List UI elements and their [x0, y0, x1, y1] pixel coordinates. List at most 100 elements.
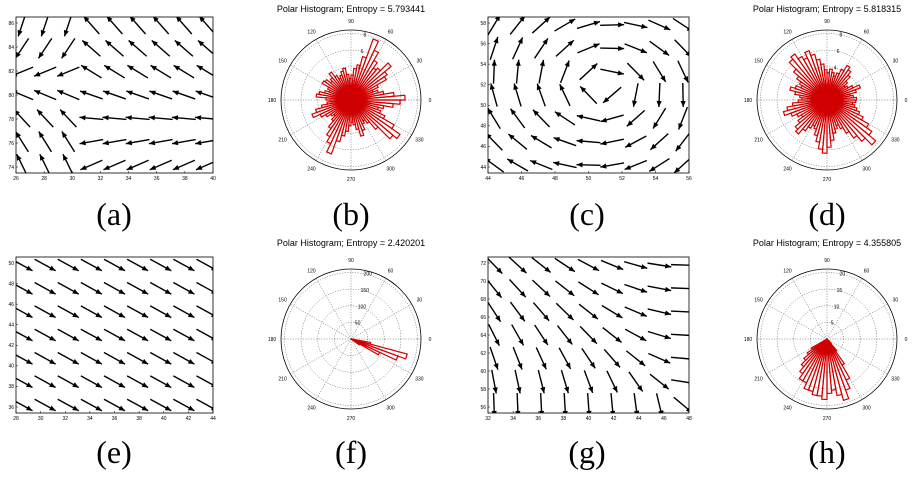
vector-arrow-head	[519, 314, 525, 322]
vector-arrow-head	[688, 265, 689, 268]
x-tick-label: 46	[519, 176, 525, 182]
polar-title: Polar Histogram; Entropy = 4.355805	[753, 238, 901, 248]
x-tick-label: 34	[126, 176, 132, 182]
vector-arrow-head	[638, 74, 645, 81]
vector-arrow-head	[590, 337, 597, 344]
vector-arrow-head	[543, 17, 551, 23]
vector-arrow-head	[104, 65, 111, 71]
vector-arrow-head	[63, 29, 69, 37]
y-tick-label: 42	[8, 343, 14, 349]
vector-arrow-head	[95, 288, 102, 295]
vector-arrow-head	[57, 71, 64, 77]
vector-arrow-head	[62, 154, 68, 161]
vector-arrow-head	[95, 405, 102, 411]
x-tick-label: 44	[210, 416, 216, 422]
vector-arrow-head	[688, 358, 689, 362]
vector-arrow-head	[638, 360, 646, 366]
vector-arrow	[670, 333, 689, 337]
angle-tick-label: 240	[783, 405, 792, 411]
vector-arrow-head	[566, 338, 573, 345]
x-tick-label: 32	[98, 176, 104, 182]
radial-tick-label: 150	[361, 288, 370, 294]
polar-outer-ring	[280, 29, 422, 171]
vector-arrow-head	[61, 51, 68, 59]
vector-arrow-head	[600, 117, 608, 123]
vector-arrow-head	[492, 387, 498, 394]
vector-arrow-head	[662, 383, 669, 390]
radial-tick-label: 50	[355, 321, 361, 327]
vector-arrow-head	[640, 264, 648, 270]
vector-arrow-head	[195, 90, 203, 96]
vector-arrow-head	[614, 361, 621, 368]
vector-arrow-head	[118, 312, 126, 318]
vector-arrow-head	[72, 312, 79, 318]
vector-arrow-head	[164, 382, 172, 388]
vector-arrow	[196, 281, 213, 293]
angle-tick-label: 60	[864, 269, 870, 275]
vector-arrow-head	[26, 382, 33, 388]
radial-tick-label: 8	[364, 33, 367, 39]
vector-arrow-head	[591, 313, 598, 320]
vector-arrow-head	[39, 154, 45, 161]
vector-arrow-head	[60, 109, 67, 116]
y-tick-label: 82	[8, 69, 14, 75]
vector-arrow-head	[17, 29, 23, 37]
radial-tick-label: 200	[364, 272, 373, 278]
vector-arrow-head	[83, 17, 90, 23]
vector-arrow-head	[95, 335, 102, 341]
vector-arrow-head	[685, 50, 689, 56]
vector-arrow-head	[151, 40, 158, 47]
vector-arrow-head	[624, 164, 632, 170]
vector-arrow-head	[127, 65, 134, 71]
vector-arrow-head	[683, 75, 689, 83]
x-tick-label: 42	[611, 416, 617, 422]
vector-arrow-head	[516, 386, 522, 394]
x-tick-label: 38	[561, 416, 567, 422]
vector-arrow	[673, 396, 689, 411]
angle-tick-label: 60	[864, 30, 870, 36]
radial-tick-label: 5	[831, 321, 834, 327]
vector-arrow-head	[80, 165, 87, 170]
vector-arrow-head	[128, 40, 135, 47]
vector-arrow-head	[539, 59, 545, 67]
x-tick-label: 52	[619, 176, 625, 182]
polar-title: Polar Histogram; Entropy = 5.818315	[753, 4, 901, 14]
vector-arrow-head	[211, 406, 213, 411]
vector-arrow-head	[678, 122, 684, 130]
angle-tick-label: 150	[278, 298, 287, 304]
vector-arrow	[196, 328, 213, 340]
angle-tick-label: 90	[348, 19, 354, 25]
vector-arrow-head	[553, 161, 560, 167]
vector-arrow-head	[565, 362, 571, 369]
vector-arrow-head	[593, 43, 600, 49]
x-tick-label: 28	[41, 176, 47, 182]
y-tick-label: 50	[480, 103, 486, 109]
vector-arrow-head	[95, 382, 102, 388]
vector-arrow-head	[164, 312, 172, 318]
vector-arrow-head	[515, 59, 521, 66]
y-tick-label: 80	[8, 93, 14, 99]
vector-arrow-head	[16, 154, 22, 161]
vector-arrow-head	[508, 134, 515, 140]
vector-arrow-head	[493, 36, 499, 44]
angle-tick-label: 30	[893, 59, 899, 65]
radial-tick-label: 10	[834, 304, 840, 310]
vector-arrow-head	[625, 142, 632, 148]
angle-tick-label: 240	[307, 405, 316, 411]
panel-caption: (c)	[569, 196, 605, 232]
radial-tick-label: 20	[840, 272, 846, 278]
vector-arrow-head	[592, 289, 599, 295]
histogram-bin	[826, 99, 857, 104]
vector-arrow-head	[542, 38, 548, 45]
vector-arrow-head	[580, 86, 587, 93]
angle-tick-label: 30	[417, 59, 423, 65]
vector-arrow-head	[517, 37, 523, 44]
angle-tick-label: 150	[754, 298, 763, 304]
vector-arrow-head	[211, 336, 213, 341]
vector-arrow-head	[543, 290, 551, 297]
vector-arrow-head	[36, 109, 43, 116]
panel-caption: (f)	[335, 434, 367, 470]
radial-tick-label: 6	[361, 49, 364, 55]
vector-arrow	[670, 287, 689, 290]
